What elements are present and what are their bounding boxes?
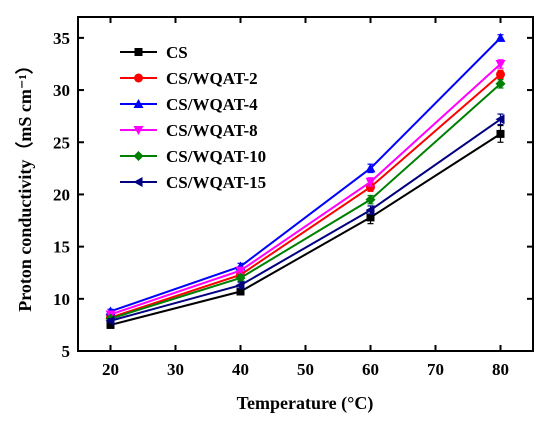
- data-point: [495, 78, 506, 89]
- data-point: [235, 272, 246, 283]
- data-point: [366, 182, 375, 192]
- legend-marker: [134, 73, 143, 83]
- legend-label: CS/WQAT-15: [166, 173, 266, 192]
- series-line: [110, 83, 502, 320]
- legend-marker: [133, 151, 144, 161]
- data-point: [495, 114, 505, 125]
- data-point: [496, 129, 505, 138]
- y-tick-label: 15: [53, 238, 70, 257]
- x-axis-title: Temperature (°C): [237, 393, 374, 414]
- data-point: [365, 177, 376, 187]
- data-point: [105, 315, 115, 326]
- data-point: [365, 163, 376, 173]
- series-cs-wqat-10: [105, 78, 506, 324]
- data-point: [236, 287, 245, 296]
- data-point: [366, 213, 375, 222]
- data-point: [496, 69, 505, 79]
- series-line: [110, 63, 502, 316]
- legend-item: CS/WQAT-4: [120, 95, 258, 114]
- series-line: [110, 37, 502, 313]
- x-tick-label: 70: [427, 360, 444, 379]
- legend-label: CS/WQAT-2: [166, 69, 258, 88]
- y-axis-title: Proton conductivity（mS cm⁻¹）: [15, 56, 35, 312]
- y-tick-label: 10: [53, 290, 70, 309]
- legend-label: CS/WQAT-8: [166, 121, 258, 140]
- y-tick-label: 20: [53, 185, 70, 204]
- y-tick-label: 25: [53, 133, 70, 152]
- legend-marker: [134, 48, 143, 56]
- legend-marker: [133, 177, 143, 187]
- x-tick-label: 80: [492, 360, 509, 379]
- x-tick-label: 20: [102, 360, 119, 379]
- data-point: [495, 32, 506, 42]
- x-tick-label: 40: [232, 360, 249, 379]
- y-axis: 5 10 15 20 25 30 35: [53, 29, 533, 361]
- data-point: [235, 280, 245, 291]
- data-point: [365, 194, 376, 205]
- series-layer: [105, 32, 506, 329]
- y-tick-label: 35: [53, 29, 70, 48]
- series-cs-wqat-15: [105, 113, 505, 326]
- x-tick-label: 50: [297, 360, 314, 379]
- x-axis: 20 30 40 50 60 70 80: [102, 17, 509, 379]
- legend-item: CS: [120, 43, 188, 62]
- legend-item: CS/WQAT-2: [120, 69, 258, 88]
- legend-label: CS/WQAT-10: [166, 147, 266, 166]
- series-line: [110, 133, 502, 326]
- series-line: [110, 118, 502, 322]
- series-line: [110, 73, 502, 319]
- legend-label: CS/WQAT-4: [166, 95, 258, 114]
- data-point: [495, 59, 506, 69]
- x-tick-label: 30: [167, 360, 184, 379]
- x-tick-label: 60: [362, 360, 379, 379]
- y-tick-label: 30: [53, 81, 70, 100]
- plot-frame: [77, 16, 534, 352]
- legend: CS CS/WQAT-2 CS/WQAT-4 CS/WQAT-8 CS/WQAT-10 C…: [120, 43, 266, 192]
- y-tick-label: 5: [62, 342, 71, 361]
- data-point: [235, 266, 246, 276]
- legend-item: CS/WQAT-10: [120, 147, 266, 166]
- data-point: [365, 205, 375, 216]
- legend-item: CS/WQAT-15: [120, 173, 266, 192]
- legend-marker: [133, 99, 144, 108]
- legend-label: CS: [166, 43, 188, 62]
- legend-marker: [133, 126, 144, 135]
- series-cs-wqat-8: [105, 59, 506, 320]
- legend-item: CS/WQAT-8: [120, 121, 258, 140]
